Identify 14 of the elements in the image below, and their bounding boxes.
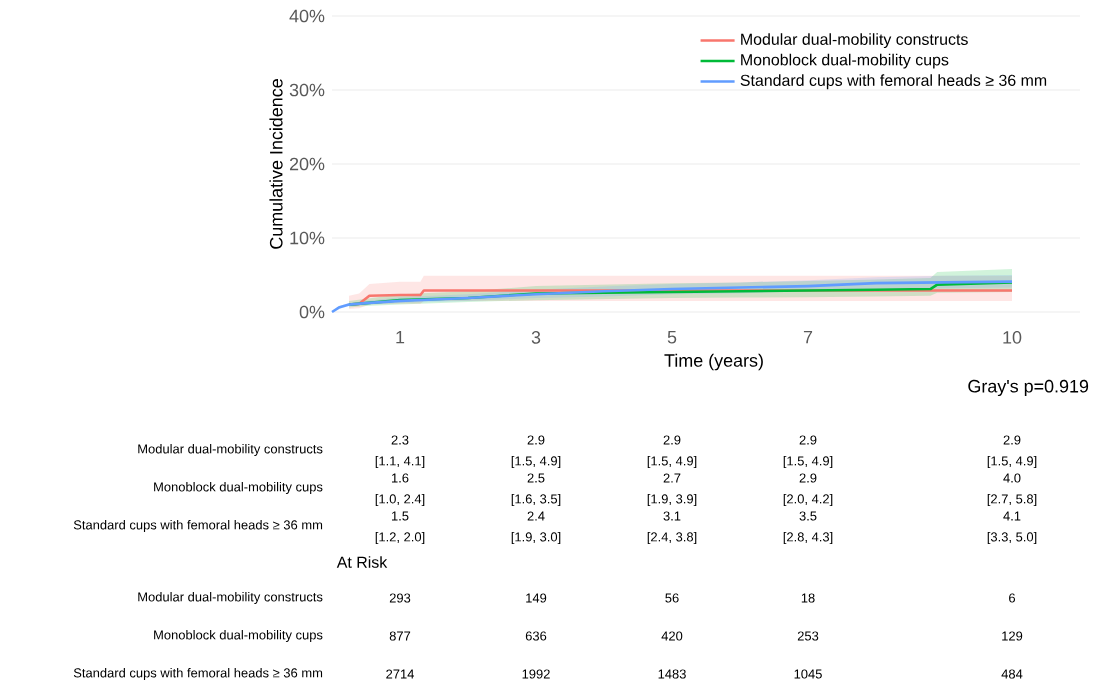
- y-axis-title: Cumulative Incidence: [269, 79, 283, 249]
- x-tick-label: 7: [803, 331, 813, 344]
- y-tick-label: 30%: [289, 83, 325, 97]
- line-series: [330, 280, 1014, 314]
- y-tick-label: 0%: [299, 305, 325, 319]
- x-tick-label: 1: [396, 331, 405, 344]
- x-tick-label: 10: [1003, 331, 1022, 344]
- x-axis-title: Time (years): [664, 353, 763, 371]
- x-tick-label: 3: [531, 331, 541, 344]
- y-tick-label: 20%: [289, 157, 325, 171]
- text: Gray's p=0.919: [968, 379, 1089, 397]
- y-tick-label: 10%: [290, 231, 325, 245]
- y-tick-label: 40%: [289, 9, 325, 23]
- x-tick-label: 5: [667, 331, 677, 344]
